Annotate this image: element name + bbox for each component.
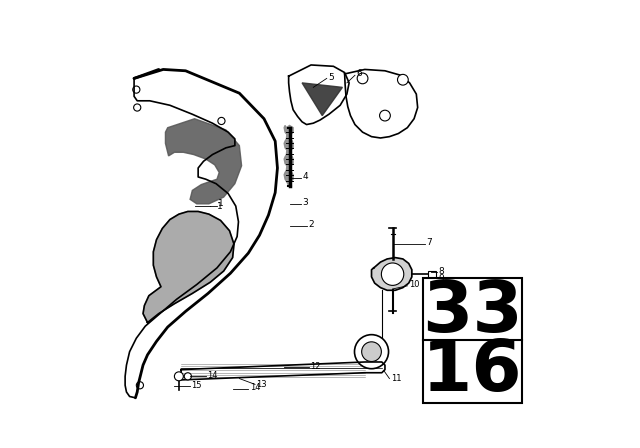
Text: 1: 1	[217, 202, 223, 211]
Text: 14: 14	[207, 371, 218, 380]
Circle shape	[397, 74, 408, 85]
Text: 8: 8	[439, 267, 444, 276]
Bar	[428, 271, 436, 278]
Text: 14: 14	[250, 383, 260, 392]
Text: 11: 11	[391, 374, 401, 383]
Text: 9: 9	[439, 274, 444, 283]
Bar	[423, 278, 522, 403]
Text: 4: 4	[303, 172, 308, 181]
Text: 15: 15	[191, 381, 202, 390]
Circle shape	[381, 263, 404, 285]
Text: 5: 5	[328, 73, 334, 82]
Text: 16: 16	[422, 337, 523, 406]
Text: 13: 13	[257, 380, 267, 389]
Text: 6: 6	[356, 69, 362, 78]
Text: 1: 1	[218, 199, 224, 208]
Circle shape	[174, 372, 184, 381]
Text: 12: 12	[310, 362, 321, 371]
Polygon shape	[289, 65, 349, 125]
Polygon shape	[143, 211, 234, 323]
Text: 3: 3	[303, 198, 308, 207]
Text: 10: 10	[409, 280, 419, 289]
Circle shape	[357, 73, 368, 84]
Text: 2: 2	[308, 220, 314, 229]
Polygon shape	[125, 69, 278, 398]
Circle shape	[362, 342, 381, 362]
Text: 33: 33	[422, 278, 523, 347]
Circle shape	[355, 335, 388, 369]
Polygon shape	[302, 83, 342, 116]
Polygon shape	[345, 69, 418, 138]
Circle shape	[184, 373, 191, 380]
Circle shape	[380, 110, 390, 121]
Polygon shape	[371, 258, 412, 290]
Text: 7: 7	[427, 238, 433, 247]
Polygon shape	[284, 125, 293, 186]
Polygon shape	[165, 119, 242, 204]
Polygon shape	[181, 362, 385, 380]
